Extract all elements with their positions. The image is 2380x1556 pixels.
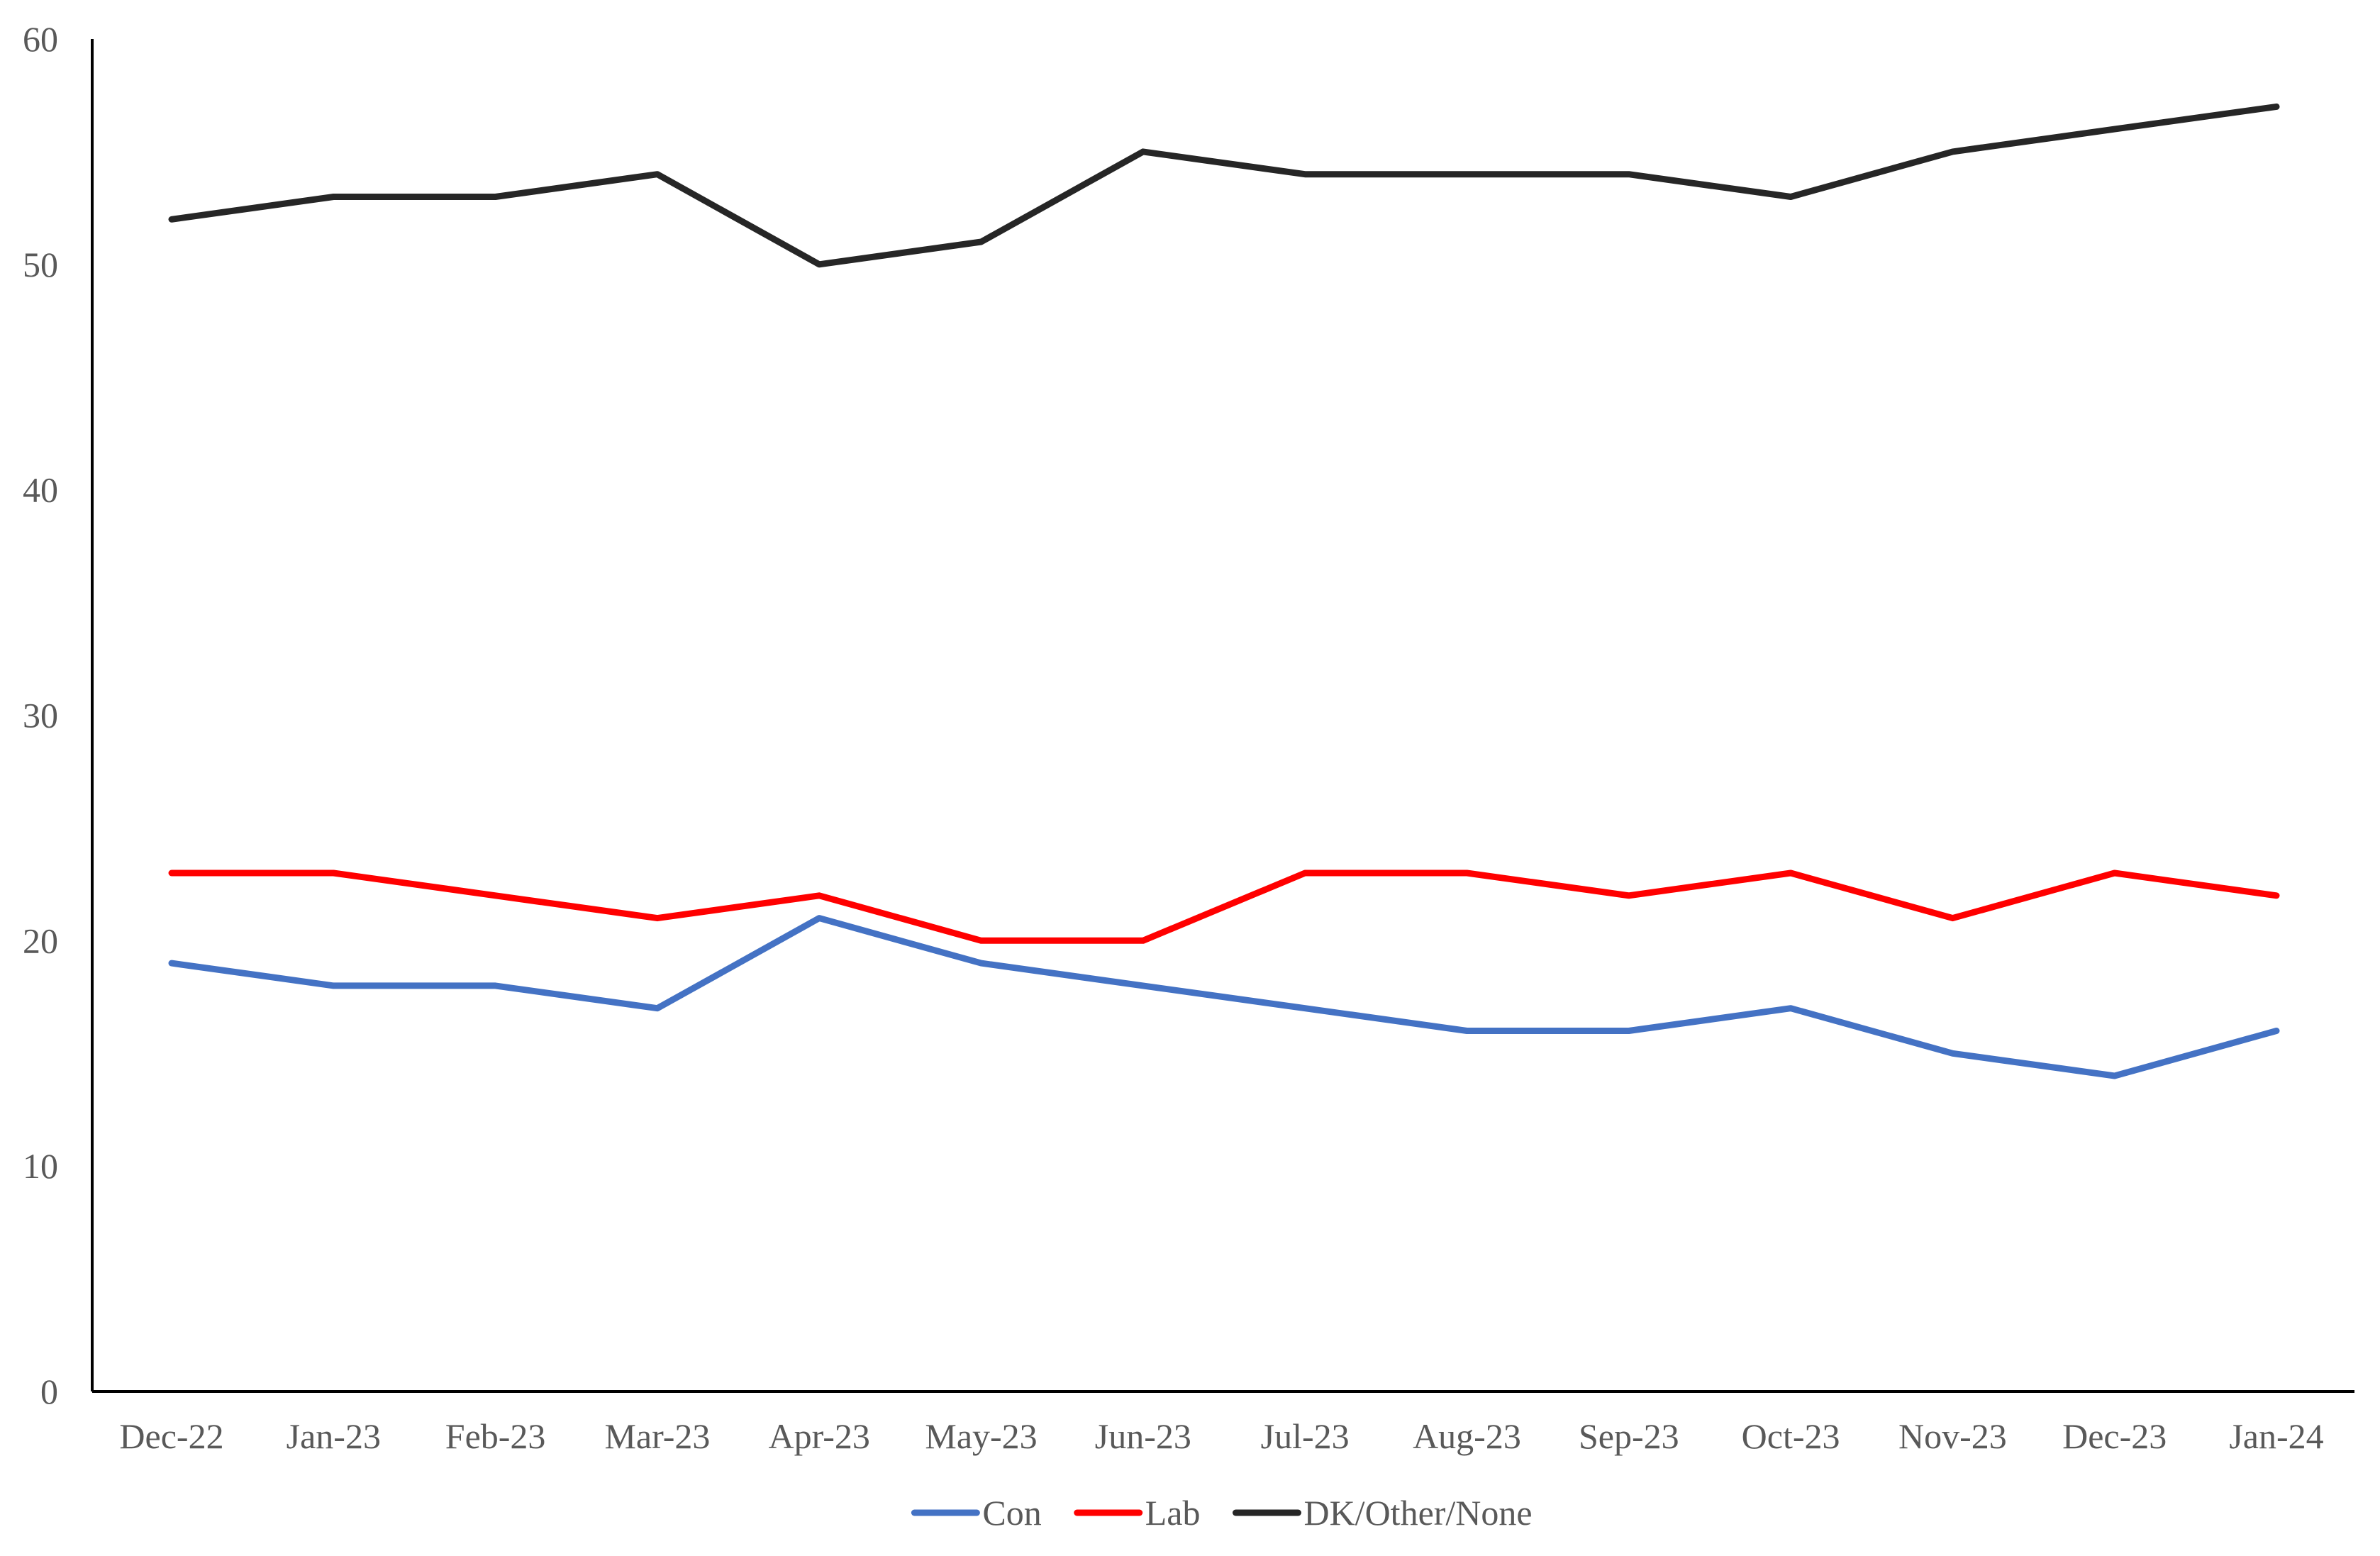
- x-tick-label-mar-23: Mar-23: [604, 1416, 710, 1456]
- x-tick-label-may-23: May-23: [925, 1416, 1037, 1456]
- legend-label-con: Con: [982, 1493, 1041, 1533]
- x-tick-label-dec-22: Dec-22: [119, 1416, 223, 1456]
- legend-label-dk-other-none: DK/Other/None: [1303, 1493, 1532, 1533]
- x-tick-label-jan-23: Jan-23: [287, 1416, 381, 1456]
- y-tick-label-60: 60: [23, 19, 58, 59]
- x-tick-label-sep-23: Sep-23: [1579, 1416, 1679, 1456]
- x-tick-label-dec-23: Dec-23: [2062, 1416, 2167, 1456]
- y-axis-ticks: 0 10 20 30 40 50 60: [23, 19, 58, 1411]
- y-tick-label-50: 50: [23, 245, 58, 284]
- x-tick-label-apr-23: Apr-23: [769, 1416, 870, 1456]
- y-tick-label-20: 20: [23, 921, 58, 960]
- y-tick-label-10: 10: [23, 1146, 58, 1186]
- series-layer: [168, 103, 2280, 1079]
- x-tick-label-jul-23: Jul-23: [1261, 1416, 1350, 1456]
- series-line-con: [168, 915, 2280, 1079]
- x-tick-label-jun-23: Jun-23: [1095, 1416, 1191, 1456]
- y-tick-label-0: 0: [40, 1372, 58, 1411]
- x-tick-label-oct-23: Oct-23: [1742, 1416, 1840, 1456]
- y-tick-label-40: 40: [23, 470, 58, 510]
- series-line-dk-other-none: [168, 103, 2280, 268]
- x-tick-label-aug-23: Aug-23: [1413, 1416, 1521, 1456]
- x-tick-label-jan-24: Jan-24: [2229, 1416, 2323, 1456]
- y-tick-label-30: 30: [23, 696, 58, 735]
- x-tick-label-feb-23: Feb-23: [445, 1416, 546, 1456]
- x-tick-label-nov-23: Nov-23: [1898, 1416, 2007, 1456]
- x-axis-ticks: Dec-22 Jan-23 Feb-23 Mar-23 Apr-23 May-23 Jun-…: [119, 1416, 2323, 1456]
- legend-label-lab: Lab: [1145, 1493, 1201, 1533]
- series-line-lab: [168, 869, 2280, 944]
- legend: Con Lab DK/Other/None: [911, 1493, 1533, 1533]
